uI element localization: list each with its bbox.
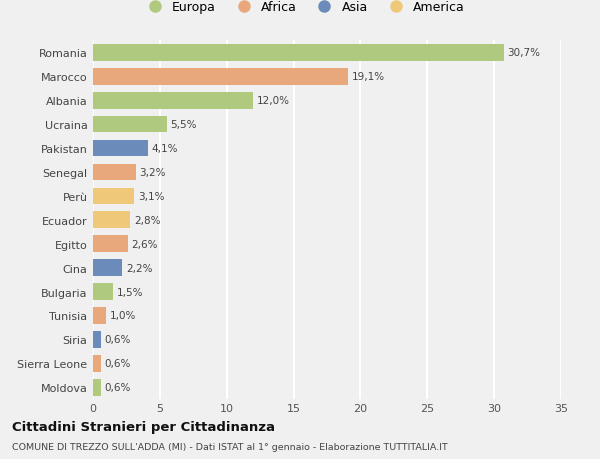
Text: 0,6%: 0,6% <box>104 382 131 392</box>
Text: 5,5%: 5,5% <box>170 120 196 130</box>
Bar <box>93 212 130 229</box>
Bar <box>93 188 134 205</box>
Text: 19,1%: 19,1% <box>352 72 385 82</box>
Text: 30,7%: 30,7% <box>507 48 540 58</box>
Bar <box>93 236 128 252</box>
Text: 3,2%: 3,2% <box>139 168 166 178</box>
Bar <box>93 308 106 324</box>
Legend: Europa, Africa, Asia, America: Europa, Africa, Asia, America <box>142 1 465 14</box>
Bar <box>93 45 503 62</box>
Bar <box>93 331 101 348</box>
Bar <box>93 140 148 157</box>
Bar <box>93 260 122 276</box>
Text: 2,6%: 2,6% <box>131 239 158 249</box>
Text: COMUNE DI TREZZO SULL'ADDA (MI) - Dati ISTAT al 1° gennaio - Elaborazione TUTTIT: COMUNE DI TREZZO SULL'ADDA (MI) - Dati I… <box>12 442 448 451</box>
Bar <box>93 379 101 396</box>
Text: 0,6%: 0,6% <box>104 358 131 369</box>
Text: 1,0%: 1,0% <box>110 311 136 321</box>
Bar <box>93 117 167 133</box>
Text: 4,1%: 4,1% <box>151 144 178 154</box>
Bar <box>93 93 253 109</box>
Text: 0,6%: 0,6% <box>104 335 131 345</box>
Text: 1,5%: 1,5% <box>116 287 143 297</box>
Bar <box>93 284 113 300</box>
Bar <box>93 69 349 85</box>
Text: Cittadini Stranieri per Cittadinanza: Cittadini Stranieri per Cittadinanza <box>12 420 275 433</box>
Text: 2,2%: 2,2% <box>126 263 152 273</box>
Text: 12,0%: 12,0% <box>257 96 290 106</box>
Bar <box>93 164 136 181</box>
Text: 3,1%: 3,1% <box>138 191 164 202</box>
Text: 2,8%: 2,8% <box>134 215 160 225</box>
Bar <box>93 355 101 372</box>
